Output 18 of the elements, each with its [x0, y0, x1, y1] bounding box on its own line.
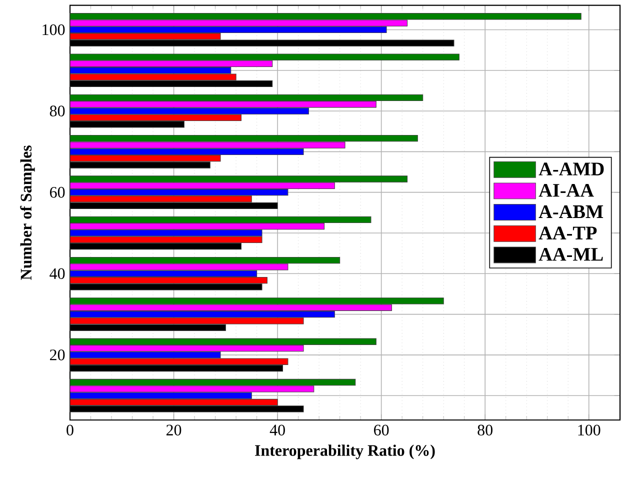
x-tick-label: 60: [374, 424, 389, 436]
y-tick-label: 60: [50, 186, 65, 198]
legend-label: A-AMD: [538, 162, 604, 176]
y-axis-title: Number of Samples: [20, 146, 35, 280]
x-tick-label: 0: [66, 424, 74, 436]
x-axis-title: Interoperability Ratio (%): [255, 444, 435, 460]
y-tick-label: 80: [50, 106, 65, 116]
x-tick-label: 20: [166, 424, 182, 436]
y-tick-label: 20: [50, 350, 65, 360]
x-tick-label: 100: [578, 424, 600, 436]
legend-label: AA-ML: [538, 248, 603, 261]
y-tick-label: 40: [50, 268, 65, 280]
y-tick-label: 100: [42, 24, 65, 36]
legend-label: AA-TP: [538, 226, 597, 240]
x-tick-label: 40: [270, 424, 285, 436]
legend-label: A-ABM: [538, 205, 604, 218]
x-tick-label: 80: [478, 424, 492, 436]
legend-label: AI-AA: [538, 184, 594, 197]
